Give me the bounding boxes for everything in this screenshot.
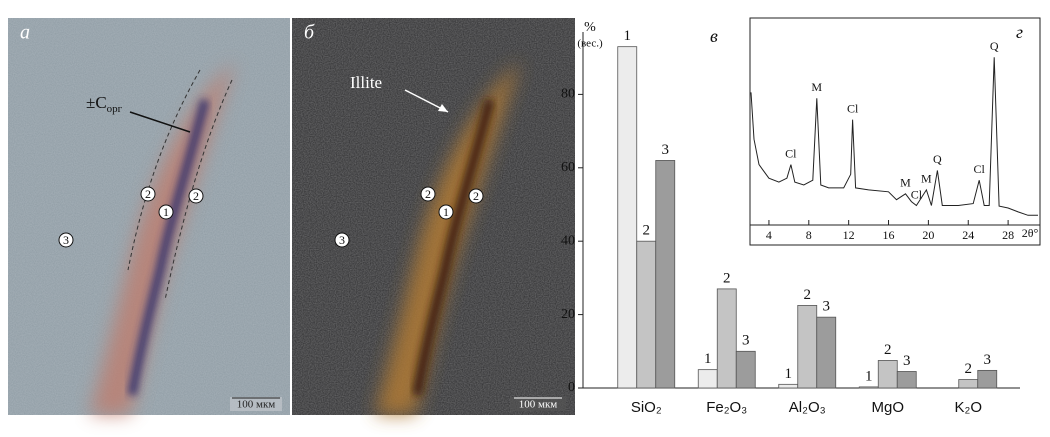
bar — [877, 360, 898, 389]
x-tick-label: MgO — [871, 399, 904, 416]
bar — [858, 386, 879, 389]
bar-series-label: 3 — [662, 142, 670, 158]
marker-circle — [468, 188, 484, 204]
x-tick-label: 16 — [883, 228, 895, 242]
bar — [716, 288, 737, 389]
bar-series-label: 3 — [984, 352, 992, 368]
marker-circle — [420, 186, 436, 202]
bar — [816, 316, 837, 389]
bar — [636, 240, 657, 389]
bar-series-label: 2 — [965, 361, 973, 377]
marker-label: 3 — [339, 233, 345, 247]
marker-label: 1 — [443, 205, 449, 219]
y-unit: % — [584, 20, 596, 35]
xrd-line — [750, 57, 1038, 216]
x-tick-label: K₂O — [955, 399, 983, 416]
peak-label: M — [921, 172, 932, 186]
scale-label: 100 мкм — [237, 399, 276, 411]
x-tick-label: SiO₂ — [631, 399, 662, 416]
peak-label: Cl — [847, 101, 859, 115]
x-tick-label: Al₂O₃ — [789, 399, 826, 416]
micrograph-b — [292, 18, 575, 415]
micrograph-a — [8, 18, 290, 415]
marker-label: 2 — [473, 189, 479, 203]
peak-label: Cl — [785, 146, 797, 160]
marker-circle — [438, 204, 454, 220]
annotation: Illite — [350, 73, 382, 92]
bar-series-label: 1 — [704, 351, 712, 367]
x-tick-label: Fe₂O₃ — [706, 399, 747, 416]
annotation: ±Cорг — [86, 93, 123, 115]
marker-circle — [140, 186, 156, 202]
peak-label: Q — [990, 39, 999, 53]
bar — [735, 350, 756, 389]
panel-label: а — [20, 22, 30, 44]
x-axis-label: 2θ° — [1022, 226, 1039, 240]
bar-series-label: 1 — [624, 28, 632, 44]
marker-circle — [158, 204, 174, 220]
annotation-text: Illite — [350, 73, 382, 92]
peak-label: M — [811, 80, 822, 94]
panel-label: г — [1016, 22, 1023, 42]
bar-series-label: 3 — [742, 333, 750, 349]
marker-label: 2 — [193, 189, 199, 203]
bar — [778, 383, 799, 389]
marker-label: 2 — [145, 187, 151, 201]
peak-label: Cl — [974, 162, 986, 176]
peak-label: M — [900, 176, 911, 190]
marker-label: 1 — [163, 205, 169, 219]
bar — [797, 305, 818, 389]
scale-label: 100 мкм — [519, 399, 558, 411]
bar — [977, 369, 998, 389]
bar-series-label: 2 — [884, 342, 892, 358]
marker-label: 3 — [63, 233, 69, 247]
marker-circle — [188, 188, 204, 204]
annotation-subscript: орг — [107, 103, 123, 115]
y-tick-label: 40 — [561, 233, 575, 248]
y-tick-label: 80 — [561, 87, 575, 102]
x-tick-label: 4 — [766, 228, 772, 242]
y-tick-label: 60 — [561, 160, 575, 175]
bar-series-label: 3 — [903, 353, 911, 369]
bar — [958, 379, 979, 389]
bar-series-label: 2 — [723, 270, 731, 286]
bar-series-label: 3 — [823, 299, 831, 315]
marker-label: 2 — [425, 187, 431, 201]
annotation-text: ±C — [86, 93, 107, 112]
marker-circle — [58, 232, 74, 248]
bar — [896, 371, 917, 389]
x-tick-label: 24 — [962, 228, 974, 242]
bar — [655, 160, 676, 389]
x-tick-label: 8 — [806, 228, 812, 242]
y-unit-note: (вес.) — [577, 38, 603, 50]
peak-label: Cl — [911, 187, 923, 201]
marker-circle — [334, 232, 350, 248]
peak-label: Q — [933, 152, 942, 166]
panel-label: в — [710, 26, 718, 46]
bar-series-label: 2 — [643, 223, 651, 239]
panel-label: б — [304, 22, 315, 44]
bar-series-label: 1 — [865, 368, 873, 384]
y-tick-label: 0 — [568, 380, 575, 395]
bar-series-label: 2 — [804, 287, 812, 303]
bar-series-label: 1 — [785, 366, 793, 382]
y-tick-label: 20 — [561, 307, 575, 322]
x-tick-label: 20 — [922, 228, 934, 242]
bar — [697, 369, 718, 389]
x-tick-label: 28 — [1002, 228, 1014, 242]
x-tick-label: 12 — [843, 228, 855, 242]
bar — [617, 46, 638, 389]
